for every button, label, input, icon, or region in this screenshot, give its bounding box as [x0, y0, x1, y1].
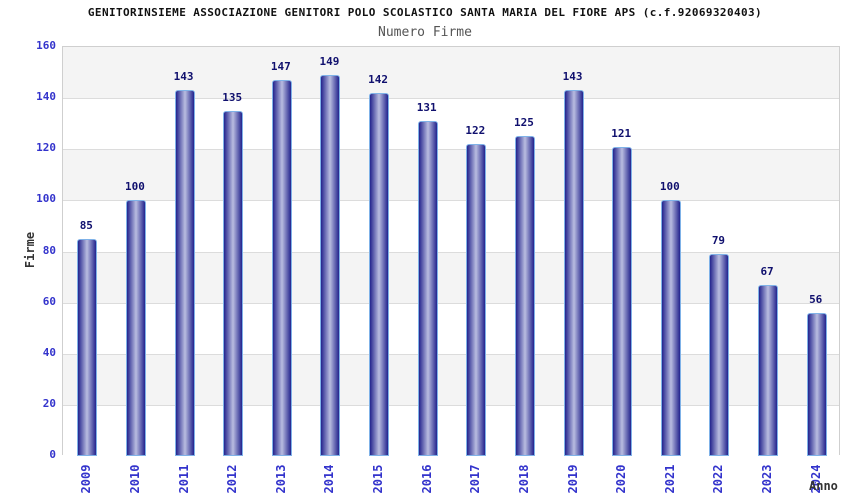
- background-band: [63, 47, 839, 99]
- y-tick-label: 20: [42, 396, 56, 410]
- bar-2024: [806, 312, 827, 456]
- bar-value-label: 149: [319, 55, 340, 69]
- bar-value-label: 131: [416, 101, 437, 115]
- bar-2012: [223, 110, 244, 456]
- x-tick-label: 2013: [273, 464, 288, 494]
- bar-2018: [514, 136, 535, 456]
- gridline: [63, 404, 839, 406]
- bar-2022: [709, 254, 730, 456]
- bar-value-label: 147: [270, 60, 291, 74]
- chart-subtitle: Numero Firme: [378, 25, 472, 40]
- y-tick-label: 140: [36, 90, 56, 104]
- y-tick-label: 0: [49, 448, 56, 461]
- x-tick-label: 2014: [322, 464, 337, 494]
- bar-2017: [466, 144, 487, 456]
- gridline: [63, 251, 839, 253]
- bar-value-label: 142: [368, 73, 388, 86]
- x-tick-label: 2017: [468, 464, 483, 494]
- x-tick-label: 2020: [614, 464, 629, 494]
- x-tick-label: 2021: [662, 464, 677, 494]
- x-tick-label: 2012: [225, 464, 240, 494]
- gridline: [63, 302, 839, 304]
- bar-2010: [125, 200, 146, 456]
- bar-2021: [660, 200, 681, 456]
- y-tick-label: 100: [36, 192, 56, 206]
- x-tick-label: 2010: [127, 464, 142, 494]
- gridline: [63, 98, 839, 100]
- bar-value-label: 121: [611, 126, 632, 140]
- x-tick-label: 2019: [565, 464, 580, 494]
- bar-value-label: 143: [173, 70, 194, 84]
- x-tick-label: 2016: [419, 464, 434, 494]
- bar-2014: [320, 75, 341, 456]
- y-axis-title: Firme: [23, 231, 37, 269]
- bar-value-label: 100: [125, 180, 145, 194]
- bar-value-label: 56: [809, 292, 823, 306]
- y-tick-label: 120: [36, 141, 56, 155]
- x-tick-label: 2015: [371, 464, 386, 494]
- x-tick-label: 2011: [176, 464, 191, 494]
- bar-value-label: 143: [562, 70, 583, 84]
- y-tick-label: 40: [42, 345, 56, 359]
- y-tick-label: 80: [42, 243, 56, 257]
- x-tick-label: 2018: [516, 464, 531, 494]
- bar-value-label: 85: [79, 218, 93, 232]
- x-axis-title: Anno: [809, 479, 838, 493]
- bar-2023: [758, 284, 779, 456]
- bar-2013: [271, 80, 292, 456]
- y-tick-label: 160: [36, 39, 56, 52]
- bar-value-label: 100: [659, 180, 680, 194]
- bar-value-label: 125: [514, 116, 534, 130]
- bar-value-label: 135: [222, 90, 243, 104]
- x-tick-label: 2023: [760, 464, 775, 494]
- bar-value-label: 67: [760, 264, 774, 278]
- x-tick-label: 2009: [79, 464, 94, 494]
- bar-value-label: 79: [711, 234, 726, 248]
- bar-2016: [417, 121, 438, 456]
- bar-2015: [369, 93, 390, 456]
- chart-title: GENITORINSIEME ASSOCIAZIONE GENITORI POL…: [87, 6, 763, 19]
- plot-area: [62, 46, 840, 456]
- bar-2020: [612, 146, 633, 456]
- gridline: [63, 149, 839, 151]
- bar-2011: [174, 90, 195, 456]
- bar-2009: [77, 238, 98, 456]
- y-tick-label: 60: [42, 294, 56, 308]
- x-tick-label: 2022: [711, 464, 726, 494]
- bar-2019: [563, 90, 584, 456]
- bar-value-label: 122: [465, 124, 486, 138]
- gridline: [63, 200, 839, 202]
- gridline: [63, 353, 839, 355]
